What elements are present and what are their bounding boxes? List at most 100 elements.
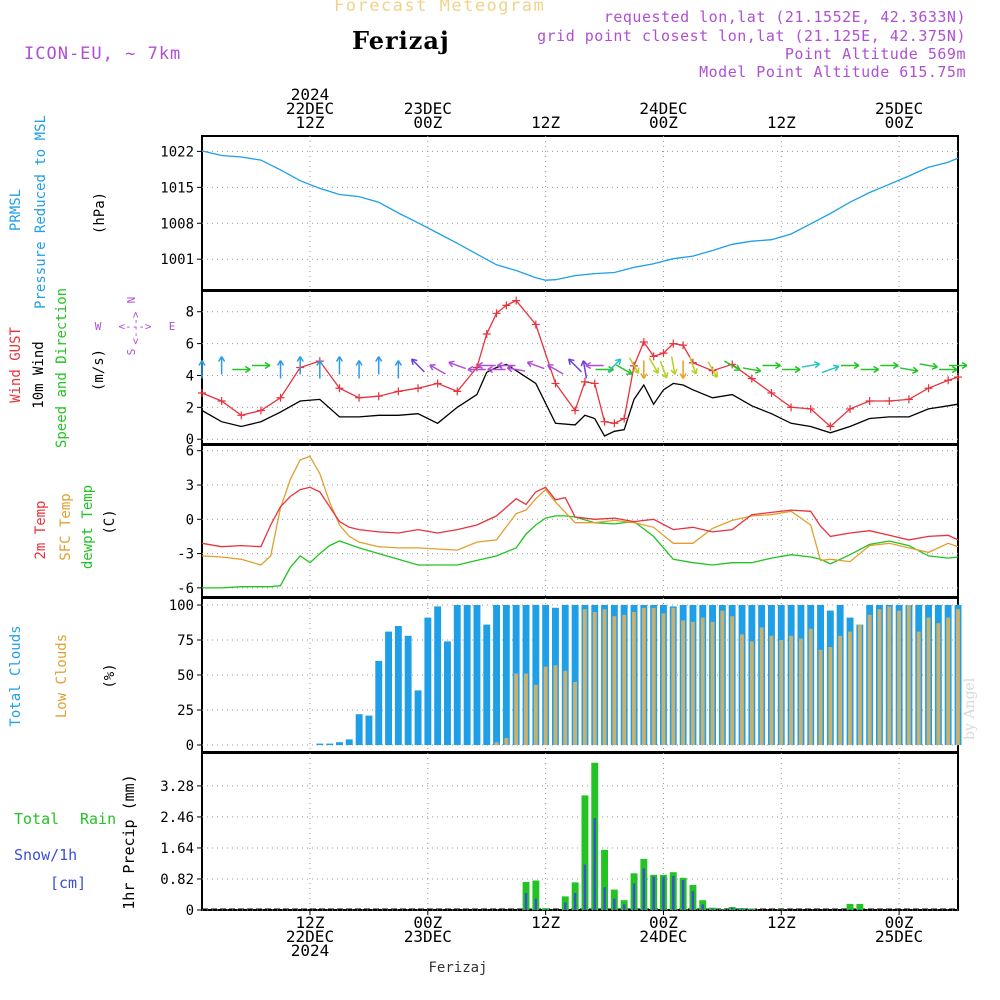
rain-bar — [846, 903, 854, 910]
total-clouds-bar — [365, 715, 373, 745]
clouds-label-total: Total Clouds — [8, 625, 24, 726]
precip-label-snow: Snow/1h — [14, 846, 77, 864]
wind-direction-arrow — [616, 364, 633, 375]
wind-label-speed-direction: Speed and Direction — [54, 288, 70, 448]
gust-marker — [767, 389, 776, 397]
gust-marker — [885, 396, 894, 405]
wind-direction-arrow — [640, 360, 648, 379]
top-time-label-2-0: 12Z — [531, 113, 560, 132]
low-clouds-bar — [543, 666, 548, 745]
low-clouds-bar — [867, 614, 872, 745]
bottom-time-label-2-0: 12Z — [531, 913, 560, 932]
total-clouds-bar — [414, 690, 422, 745]
top-time-label-5-1: 00Z — [885, 113, 914, 132]
top-time-label-1-1: 00Z — [413, 113, 442, 132]
wind-ytick-label-4: 8 — [186, 305, 194, 321]
low-clouds-bar — [494, 742, 499, 745]
snow-bar — [750, 908, 753, 910]
total-clouds-bar — [483, 624, 491, 745]
wind-direction-arrow — [232, 365, 251, 374]
grid-point-coordinates: grid point closest lon,lat (21.125E, 42.… — [537, 27, 966, 45]
gust-marker — [679, 341, 688, 350]
wind-direction-arrow — [880, 361, 899, 370]
snow-bar — [858, 909, 861, 910]
low-clouds-bar — [887, 606, 892, 745]
precip-label-cm: [cm] — [50, 874, 86, 892]
precip-panel-frame — [201, 752, 959, 911]
snow-bar — [632, 883, 636, 910]
total-clouds-bar — [355, 714, 363, 745]
low-clouds-bar — [818, 649, 823, 745]
wind-direction-arrow — [949, 361, 968, 370]
wind-speed-line — [201, 363, 959, 437]
compass-w: W — [95, 320, 102, 333]
gust-marker — [865, 396, 874, 405]
precip-label-total: Total — [14, 810, 59, 828]
gust-marker — [453, 387, 462, 396]
gust-marker — [924, 384, 933, 393]
wind-direction-arrow — [742, 366, 762, 374]
low-clouds-bar — [897, 610, 901, 745]
precip-ytick-label-1: 0.82 — [160, 872, 194, 888]
low-clouds-bar — [916, 631, 921, 745]
top-time-label-3-1: 00Z — [649, 113, 678, 132]
low-clouds-bar — [956, 609, 960, 745]
low-clouds-bar — [808, 628, 813, 745]
low-clouds-bar — [533, 684, 538, 745]
total-clouds-bar — [345, 739, 353, 745]
low-clouds-bar — [602, 609, 607, 745]
wind-direction-arrow — [821, 364, 840, 374]
bottom-time-label-5-1: 25DEC — [875, 927, 923, 946]
low-clouds-bar — [798, 638, 803, 745]
top-time-label-3-0: 24DEC — [639, 99, 687, 118]
bottom-time-label-4-0: 12Z — [767, 913, 796, 932]
wind-direction-arrow — [496, 361, 516, 370]
wind-direction-arrow — [919, 362, 938, 370]
gust-marker — [659, 349, 668, 358]
snow-bar — [573, 893, 577, 910]
low-clouds-bar — [592, 612, 597, 745]
temp-ytick-label-2: 0 — [186, 512, 194, 528]
snow-bar — [848, 909, 852, 910]
wind-ytick-label-2: 4 — [186, 368, 194, 384]
wind-direction-arrow — [659, 360, 669, 379]
wind-direction-arrow — [607, 358, 622, 373]
low-clouds-bar — [857, 624, 862, 745]
temp-ytick-label-0: -6 — [177, 581, 194, 597]
snow-bar — [623, 904, 626, 910]
low-clouds-bar — [681, 620, 685, 745]
snow-bar — [544, 909, 547, 910]
low-clouds-bar — [514, 673, 519, 745]
temp-label-dewpt: dewpt Temp — [80, 485, 96, 569]
precip-ytick-label-2: 1.64 — [160, 841, 194, 857]
temp-ytick-label-4: 6 — [186, 444, 194, 460]
compass-s: S — [125, 349, 138, 356]
wind-direction-arrow — [707, 361, 718, 378]
wind-direction-arrow — [585, 361, 604, 370]
low-clouds-bar — [632, 612, 636, 745]
low-clouds-bar — [573, 682, 577, 745]
model-label: ICON-EU, ~ 7km — [24, 44, 182, 64]
clouds-label-low: Low Clouds — [54, 634, 70, 718]
gust-marker — [414, 384, 422, 393]
gust-marker — [374, 392, 383, 401]
total-clouds-bar — [453, 605, 461, 745]
gust-marker — [944, 376, 953, 385]
temp-panel-frame — [201, 444, 959, 598]
total-clouds-bar — [473, 605, 481, 745]
bottom-time-label-0-0: 12Z — [296, 913, 325, 932]
snow-bar — [524, 893, 528, 910]
gust-marker — [355, 393, 364, 402]
gust-marker — [482, 330, 491, 339]
wind-direction-arrow — [580, 360, 588, 379]
snow-bar — [534, 898, 537, 910]
wind-direction-arrow — [394, 360, 403, 379]
wind-direction-arrow — [467, 365, 486, 374]
low-clouds-bar — [759, 627, 764, 745]
wind-direction-arrow — [198, 360, 206, 379]
wind-ytick-label-1: 2 — [186, 400, 194, 416]
snow-bar — [672, 876, 675, 910]
rain-bar — [542, 908, 550, 910]
low-clouds-bar — [710, 621, 715, 745]
